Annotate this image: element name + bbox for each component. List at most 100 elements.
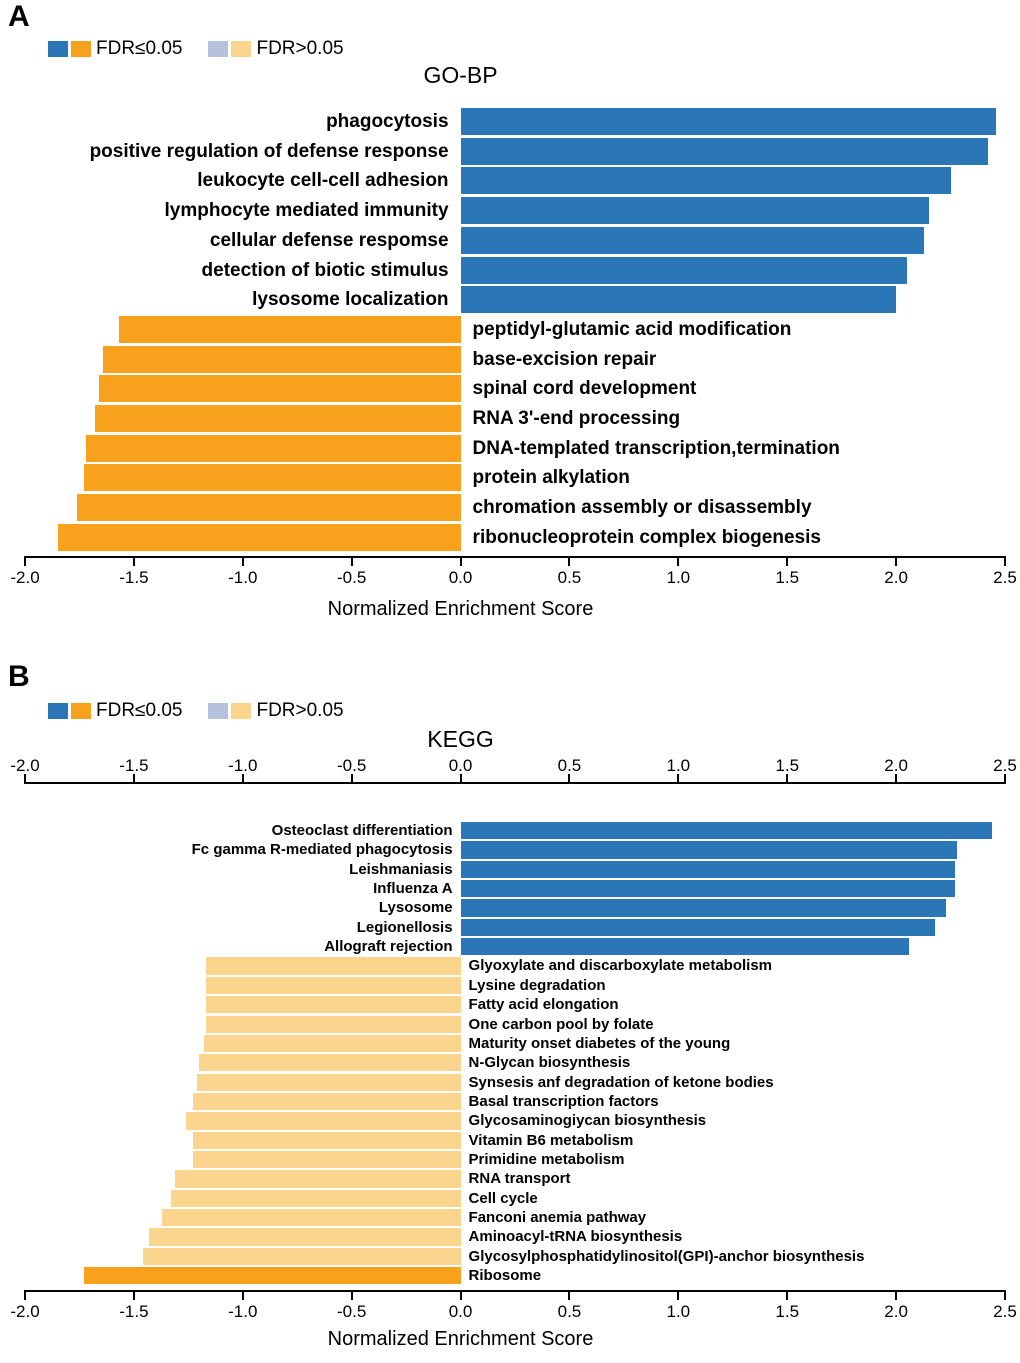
bar-label-influenza-a: Influenza A	[373, 880, 453, 898]
bar-osteoclast-differentiation	[460, 822, 992, 840]
axis-tick	[677, 1292, 680, 1300]
bar-label-glyoxylate-and-discarboxylate-metabolism: Glyoxylate and discarboxylate metabolism	[468, 957, 772, 975]
axis-tick	[24, 1292, 26, 1300]
axis-tick	[459, 774, 462, 782]
bar-ribosome	[83, 1267, 461, 1285]
legend-swatch-nonsignificant-orange	[231, 703, 252, 719]
bar-base-excision-repair	[103, 345, 461, 373]
bar-label-allograft-rejection: Allograft rejection	[324, 938, 453, 956]
bar-label-lymphocyte-mediated-immunity: lymphocyte mediated immunity	[164, 200, 449, 222]
bar-glyoxylate-and-discarboxylate-metabolism	[205, 957, 461, 975]
axis-tick-label: -2.0	[10, 756, 40, 775]
bar-dna-templated-transcription-termination	[85, 434, 461, 462]
axis-tick	[241, 1292, 244, 1300]
bar-label-base-excision-repair: base-excision repair	[472, 348, 657, 370]
bar-fanconi-anemia-pathway	[162, 1209, 461, 1227]
axis-tick-label: 1.0	[666, 568, 691, 587]
bar-vitamin-b6-metabolism	[192, 1131, 461, 1149]
bar-chromation-assembly-or-disassembly	[77, 494, 461, 522]
bar-detection-of-biotic-stimulus	[460, 256, 907, 284]
axis-tick	[568, 774, 571, 782]
bar-label-synsesis-anf-degradation-of-ketone-bodies: Synsesis anf degradation of ketone bodie…	[468, 1073, 774, 1091]
bar-label-n-glycan-biosynthesis: N-Glycan biosynthesis	[468, 1054, 631, 1072]
bar-plot-kegg: Osteoclast differentiation Fc gamma R-med…	[0, 822, 1020, 1287]
legend-swatch-nonsignificant-blue	[208, 703, 229, 719]
bar-aminoacyl-trna-biosynthesis	[149, 1228, 461, 1246]
axis-tick	[459, 558, 462, 566]
bar-maturity-onset-diabetes-of-the-young	[203, 1034, 461, 1053]
panel-kegg: B FDR≤0.05 FDR>0.05 KEGG -2.0 -1.5 -1.0 -0.…	[0, 660, 1020, 1363]
axis-tick	[568, 1292, 571, 1300]
axis-tick	[568, 558, 571, 566]
bar-label-rna-3-end-processing: RNA 3'-end processing	[472, 408, 681, 429]
axis-tick	[350, 774, 353, 782]
legend-swatch-significant-orange	[71, 41, 91, 57]
bar-label-glycosylphosphatidylinositol-gpi-anchor-biosynthesis: Glycosylphosphatidylinositol(GPI)-anchor…	[468, 1247, 865, 1265]
axis-tick-label: 1.5	[775, 568, 800, 587]
bar-label-basal-transcription-factors: Basal transcription factors	[468, 1092, 659, 1110]
axis-tick	[677, 774, 680, 782]
bar-influenza-a	[460, 880, 955, 898]
bar-plot-go-bp: phagocytosis positive regulation of defen…	[0, 108, 1020, 554]
x-axis-go-bp: -2.0 -1.5 -1.0 -0.5 0.0 0.5 1.0 1.5 2.0 2.5	[0, 556, 1020, 590]
bar-label-glycosaminogiycan-biosynthesis: Glycosaminogiycan biosynthesis	[468, 1112, 707, 1130]
bar-label-ribonucleoprotein-complex-biogenesis: ribonucleoprotein complex biogenesis	[472, 526, 821, 548]
bar-basal-transcription-factors	[192, 1092, 461, 1111]
bar-cellular-defense-respomse	[460, 226, 925, 254]
axis-tick-label: 0.5	[557, 1302, 582, 1321]
axis-tick	[132, 558, 135, 566]
bar-label-positive-regulation-of-defense-response: positive regulation of defense response	[89, 140, 449, 162]
bar-rna-transport	[175, 1170, 461, 1188]
axis-tick	[241, 774, 244, 782]
axis-tick	[350, 558, 353, 566]
legend-label-nonsignificant: FDR>0.05	[256, 38, 344, 59]
axis-tick-label: -0.5	[337, 1302, 367, 1321]
axis-tick-label: 2.5	[993, 1302, 1017, 1321]
legend-swatch-nonsignificant-orange	[231, 41, 252, 57]
bar-label-detection-of-biotic-stimulus: detection of biotic stimulus	[201, 259, 449, 281]
axis-tick	[895, 558, 898, 566]
bar-label-rna-transport: RNA transport	[468, 1170, 571, 1188]
axis-tick	[350, 1292, 353, 1300]
bar-label-phagocytosis: phagocytosis	[326, 111, 449, 132]
legend-swatch-significant-blue	[48, 41, 68, 57]
bar-label-lysosome: Lysosome	[378, 899, 453, 917]
axis-tick	[786, 774, 789, 782]
axis-tick	[132, 1292, 135, 1300]
bar-one-carbon-pool-by-folate	[205, 1015, 461, 1033]
bar-positive-regulation-of-defense-response	[460, 137, 988, 165]
bar-label-primidine-metabolism: Primidine metabolism	[468, 1150, 625, 1168]
bar-label-one-carbon-pool-by-folate: One carbon pool by folate	[468, 1015, 654, 1033]
bar-lysosome-localization	[460, 286, 897, 314]
bar-label-cell-cycle: Cell cycle	[468, 1189, 538, 1207]
axis-tick-label: 1.5	[775, 756, 800, 775]
axis-tick	[1004, 774, 1006, 782]
bar-rna-3-end-processing	[94, 405, 461, 432]
bar-label-lysosome-localization: lysosome localization	[252, 289, 449, 311]
axis-tick-label: 1.5	[775, 1302, 800, 1321]
axis-tick	[1004, 558, 1006, 566]
x-axis-title-kegg: Normalized Enrichment Score	[327, 1328, 594, 1350]
axis-tick	[241, 558, 244, 566]
axis-tick-label: -1.0	[228, 756, 258, 775]
bar-label-osteoclast-differentiation: Osteoclast differentiation	[271, 822, 453, 839]
bar-lysosome	[460, 899, 947, 917]
axis-line	[24, 782, 1006, 784]
bar-ribonucleoprotein-complex-biogenesis	[57, 523, 461, 551]
legend-label-significant: FDR≤0.05	[96, 700, 183, 721]
bar-glycosylphosphatidylinositol-gpi-anchor-biosynthesis	[142, 1247, 461, 1265]
bar-phagocytosis	[460, 108, 997, 135]
axis-line	[24, 556, 1006, 558]
bar-label-ribosome: Ribosome	[468, 1267, 542, 1285]
axis-tick-label: 2.0	[884, 568, 908, 587]
axis-tick	[677, 558, 680, 566]
axis-tick-label: -2.0	[10, 1302, 40, 1321]
chart-title-kegg: KEGG	[427, 726, 494, 752]
bar-label-legionellosis: Legionellosis	[356, 918, 453, 936]
bar-fatty-acid-elongation	[205, 996, 461, 1014]
bar-leukocyte-cell-cell-adhesion	[460, 167, 951, 195]
bar-label-maturity-onset-diabetes-of-the-young: Maturity onset diabetes of the young	[468, 1034, 731, 1052]
legend-swatch-nonsignificant-blue	[208, 41, 229, 57]
x-axis-kegg-bottom: -2.0 -1.5 -1.0 -0.5 0.0 0.5 1.0 1.5 2.0 2.5	[0, 1290, 1020, 1324]
